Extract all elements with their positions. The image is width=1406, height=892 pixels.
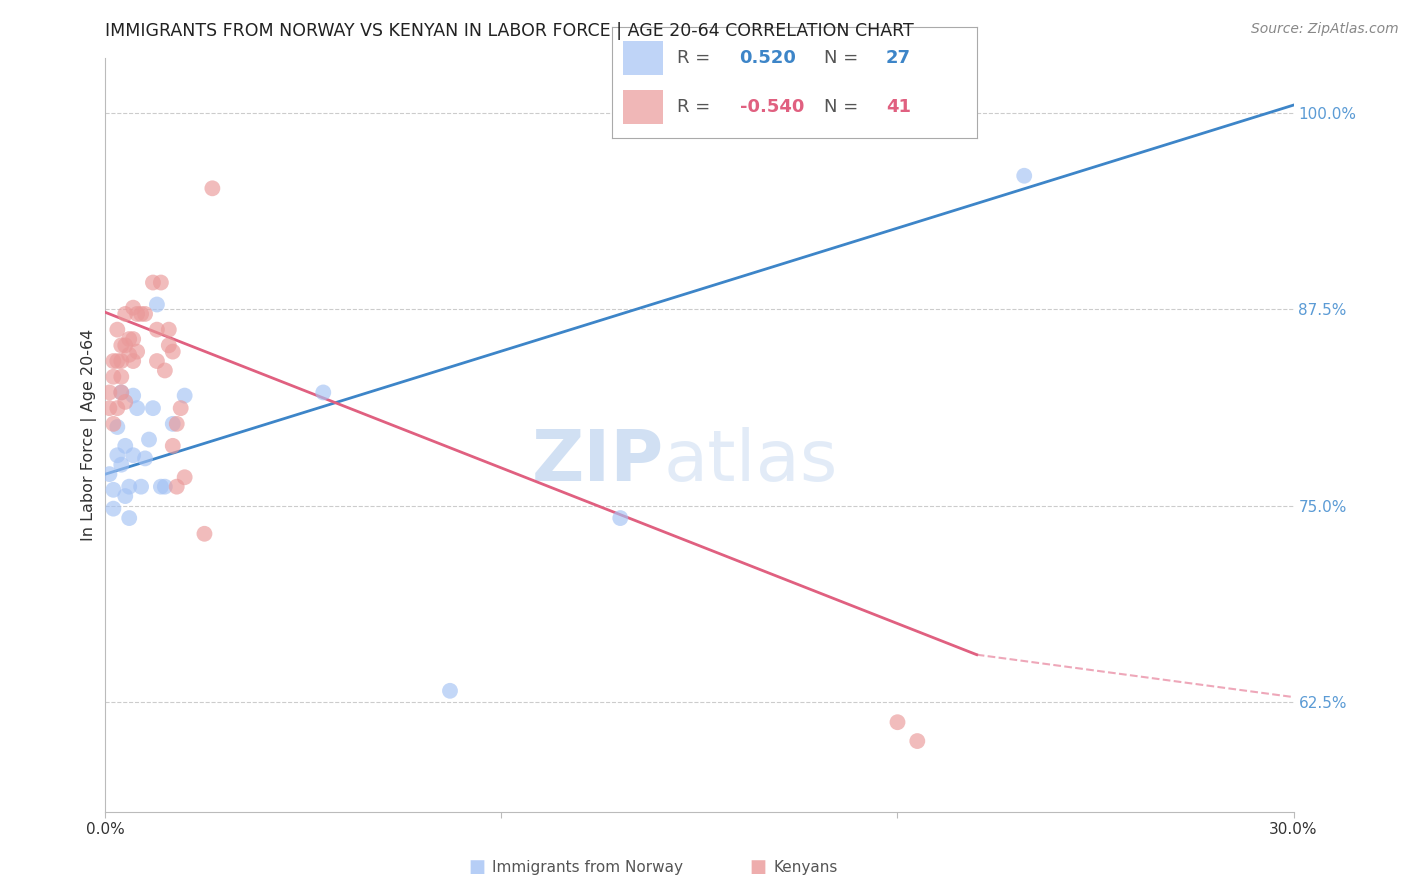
Point bbox=[114, 439, 136, 453]
Point bbox=[157, 323, 180, 337]
Point bbox=[105, 323, 128, 337]
Point bbox=[110, 458, 132, 472]
Point bbox=[122, 448, 145, 462]
Point bbox=[103, 501, 125, 516]
Text: R =: R = bbox=[678, 49, 717, 67]
Text: Immigrants from Norway: Immigrants from Norway bbox=[492, 860, 683, 874]
Point bbox=[105, 420, 128, 434]
Text: R =: R = bbox=[678, 98, 717, 116]
Text: ZIP: ZIP bbox=[531, 426, 664, 496]
Point bbox=[105, 354, 128, 368]
Point bbox=[114, 489, 136, 503]
Text: atlas: atlas bbox=[664, 426, 838, 496]
Point bbox=[129, 480, 152, 494]
Point bbox=[138, 433, 160, 447]
Point bbox=[110, 354, 132, 368]
Bar bbox=[623, 90, 662, 124]
Point bbox=[105, 401, 128, 416]
Point bbox=[201, 181, 224, 195]
Text: N =: N = bbox=[824, 49, 863, 67]
Text: 41: 41 bbox=[886, 98, 911, 116]
Point bbox=[103, 483, 125, 497]
Text: IMMIGRANTS FROM NORWAY VS KENYAN IN LABOR FORCE | AGE 20-64 CORRELATION CHART: IMMIGRANTS FROM NORWAY VS KENYAN IN LABO… bbox=[105, 22, 914, 40]
Point bbox=[103, 417, 125, 431]
Point bbox=[166, 480, 188, 494]
Point bbox=[1012, 169, 1035, 183]
Point bbox=[103, 369, 125, 384]
Point bbox=[886, 715, 908, 730]
Point bbox=[173, 470, 195, 484]
Text: ■: ■ bbox=[468, 858, 485, 876]
Point bbox=[98, 401, 121, 416]
Point bbox=[162, 439, 184, 453]
Point bbox=[122, 301, 145, 315]
Text: Kenyans: Kenyans bbox=[773, 860, 838, 874]
Point bbox=[110, 385, 132, 400]
Point bbox=[122, 388, 145, 402]
Point bbox=[905, 734, 928, 748]
Bar bbox=[623, 41, 662, 75]
Point bbox=[149, 480, 172, 494]
Point bbox=[162, 417, 184, 431]
Point bbox=[134, 451, 156, 466]
Point bbox=[98, 385, 121, 400]
Point bbox=[149, 276, 172, 290]
Point bbox=[114, 395, 136, 409]
Point bbox=[142, 276, 165, 290]
Point bbox=[166, 417, 188, 431]
Point bbox=[312, 385, 335, 400]
Point bbox=[173, 388, 195, 402]
Y-axis label: In Labor Force | Age 20-64: In Labor Force | Age 20-64 bbox=[82, 329, 97, 541]
Point bbox=[170, 401, 193, 416]
Point bbox=[127, 307, 149, 321]
Point bbox=[609, 511, 631, 525]
Text: 0.520: 0.520 bbox=[740, 49, 796, 67]
Point bbox=[122, 354, 145, 368]
Point bbox=[129, 307, 152, 321]
Point bbox=[146, 354, 169, 368]
Point bbox=[118, 480, 141, 494]
Point bbox=[162, 344, 184, 359]
Point bbox=[142, 401, 165, 416]
Point bbox=[127, 401, 149, 416]
Point bbox=[103, 354, 125, 368]
Point bbox=[105, 448, 128, 462]
Point bbox=[439, 683, 461, 698]
Point bbox=[157, 338, 180, 352]
Point bbox=[146, 297, 169, 311]
Point bbox=[146, 323, 169, 337]
Point bbox=[118, 511, 141, 525]
Point bbox=[114, 338, 136, 352]
Point bbox=[98, 467, 121, 482]
Point bbox=[127, 344, 149, 359]
Text: N =: N = bbox=[824, 98, 863, 116]
Point bbox=[134, 307, 156, 321]
Point bbox=[114, 307, 136, 321]
Point bbox=[110, 369, 132, 384]
Point bbox=[110, 385, 132, 400]
Point bbox=[153, 480, 176, 494]
Text: 27: 27 bbox=[886, 49, 911, 67]
Point bbox=[110, 338, 132, 352]
Text: Source: ZipAtlas.com: Source: ZipAtlas.com bbox=[1251, 22, 1399, 37]
Point bbox=[118, 348, 141, 362]
Text: -0.540: -0.540 bbox=[740, 98, 804, 116]
Point bbox=[193, 526, 215, 541]
Point bbox=[122, 332, 145, 346]
Point bbox=[118, 332, 141, 346]
Text: ■: ■ bbox=[749, 858, 766, 876]
Point bbox=[153, 363, 176, 377]
